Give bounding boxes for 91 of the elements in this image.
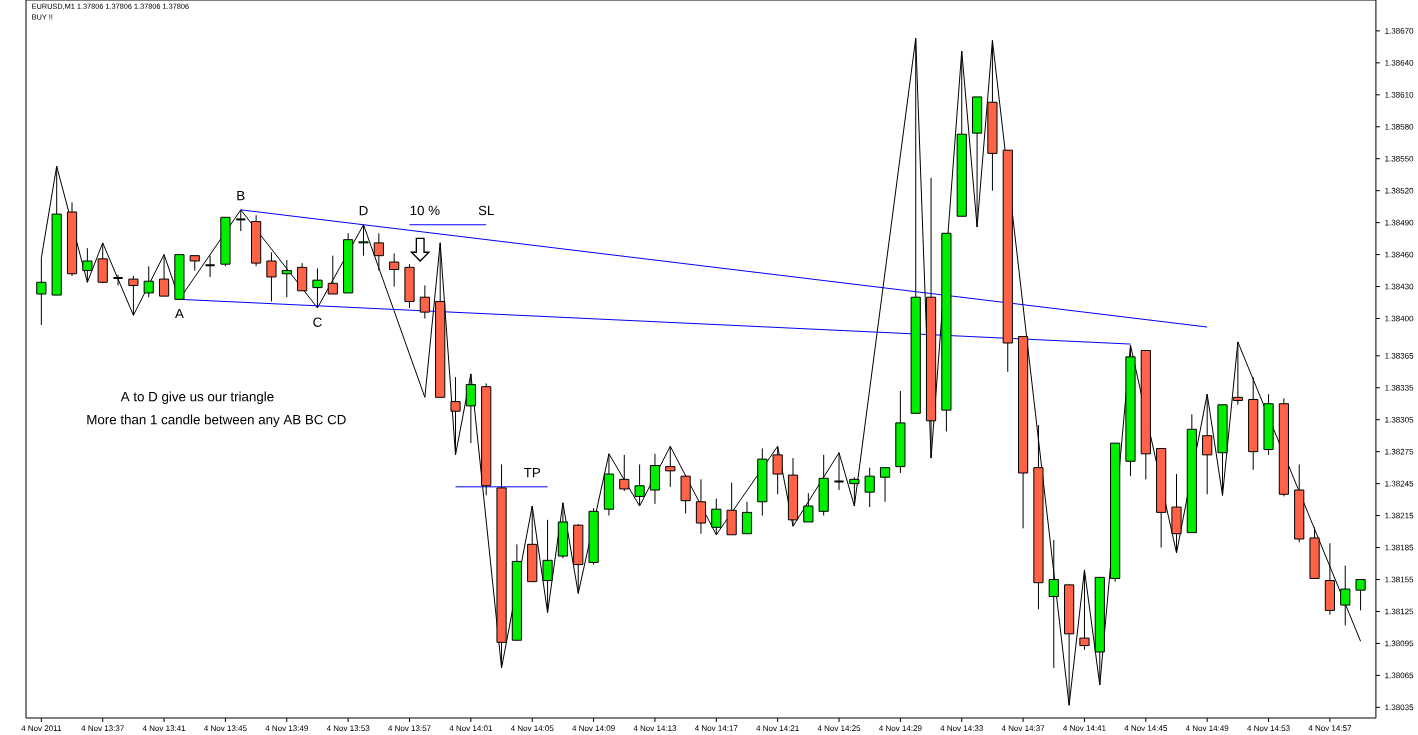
x-tick-label: 4 Nov 14:17 bbox=[694, 725, 738, 731]
candlestick bbox=[803, 492, 814, 523]
candlestick bbox=[1355, 579, 1366, 611]
candlestick bbox=[235, 209, 247, 232]
candlestick bbox=[849, 476, 860, 507]
x-tick-label: 4 Nov 14:13 bbox=[633, 725, 677, 732]
candlestick bbox=[327, 255, 338, 295]
candlestick bbox=[864, 467, 875, 508]
annotation: A to D give us our triangle bbox=[120, 391, 274, 404]
y-tick-label: 1.38185 bbox=[1385, 544, 1414, 551]
y-tick-label: 1.38400 bbox=[1385, 315, 1414, 322]
candlestick bbox=[1079, 569, 1090, 651]
x-tick-label: 4 Nov 14:45 bbox=[1124, 725, 1168, 731]
y-tick-label: 1.38550 bbox=[1385, 155, 1414, 162]
x-tick-label: 4 Nov 13:49 bbox=[265, 725, 308, 732]
x-tick-label: 4 Nov 14:57 bbox=[1308, 725, 1352, 731]
candlestick bbox=[772, 445, 783, 495]
candlestick bbox=[281, 259, 292, 298]
y-tick-label: 1.38580 bbox=[1385, 123, 1414, 130]
annotation: A bbox=[174, 308, 184, 319]
x-tick-label: 4 Nov 14:37 bbox=[1001, 725, 1045, 732]
x-tick-label: 4 Nov 13:45 bbox=[204, 725, 247, 732]
x-tick-label: 4 Nov 14:49 bbox=[1185, 725, 1229, 732]
annotation: SL bbox=[478, 205, 494, 216]
y-tick-label: 1.38490 bbox=[1385, 219, 1414, 226]
y-tick-label: 1.38125 bbox=[1385, 608, 1414, 615]
candlestick bbox=[695, 478, 707, 535]
candlestick bbox=[1048, 539, 1059, 669]
annotation: More than 1 candle between any AB BC CD bbox=[87, 414, 346, 427]
x-tick-label: 4 Nov 13:57 bbox=[388, 725, 431, 732]
candlestick bbox=[266, 251, 277, 302]
x-tick-label: 4 Nov 13:41 bbox=[142, 725, 186, 732]
candlestick bbox=[373, 232, 384, 272]
x-tick-label: 4 Nov 14:53 bbox=[1247, 725, 1290, 732]
x-tick-label: 4 Nov 14:05 bbox=[510, 725, 554, 732]
candlestick bbox=[634, 463, 645, 507]
y-tick-label: 1.38430 bbox=[1385, 283, 1414, 290]
x-tick-label: 4 Nov 14:25 bbox=[817, 725, 861, 732]
y-tick-label: 1.38275 bbox=[1385, 448, 1414, 455]
y-tick-label: 1.38520 bbox=[1385, 187, 1414, 194]
annotation: 10 % bbox=[410, 205, 440, 216]
x-tick-label: 4 Nov 13:53 bbox=[326, 725, 370, 732]
candlestick bbox=[1202, 393, 1213, 495]
candlestick bbox=[711, 498, 722, 536]
candlestick bbox=[312, 267, 323, 309]
candlestick bbox=[389, 253, 400, 288]
candlestick bbox=[665, 445, 676, 488]
y-tick-label: 1.38245 bbox=[1385, 480, 1414, 487]
annotation: D bbox=[359, 205, 368, 216]
y-tick-label: 1.38640 bbox=[1385, 60, 1414, 66]
annotation: TP bbox=[524, 468, 541, 478]
candlestick bbox=[204, 255, 216, 278]
y-tick-label: 1.38610 bbox=[1385, 91, 1414, 98]
candlestick bbox=[1232, 341, 1243, 406]
annotation: B bbox=[237, 191, 245, 201]
x-tick-label: 4 Nov 2011 bbox=[21, 725, 62, 732]
candlestick bbox=[112, 274, 124, 286]
candlestick bbox=[450, 376, 461, 456]
x-tick-label: 4 Nov 14:01 bbox=[449, 725, 493, 732]
y-tick-label: 1.38065 bbox=[1385, 672, 1414, 679]
annotation: C bbox=[313, 317, 322, 327]
x-tick-label: 4 Nov 14:09 bbox=[572, 725, 615, 732]
x-tick-label: 4 Nov 14:21 bbox=[756, 725, 799, 732]
candlestick bbox=[419, 284, 430, 320]
y-tick-label: 1.38365 bbox=[1385, 352, 1414, 359]
candlestick bbox=[82, 247, 93, 283]
candlestick bbox=[297, 262, 308, 292]
x-tick-label: 4 Nov 14:29 bbox=[879, 725, 922, 732]
candlestick bbox=[465, 373, 476, 444]
x-tick-label: 4 Nov 14:41 bbox=[1063, 725, 1106, 731]
candlestick bbox=[143, 265, 154, 298]
y-tick-label: 1.38460 bbox=[1385, 251, 1414, 258]
candlestick bbox=[1340, 565, 1351, 626]
candlestick bbox=[158, 254, 170, 297]
candlestick bbox=[833, 452, 845, 491]
y-tick-label: 1.38305 bbox=[1385, 416, 1414, 423]
y-tick-label: 1.38215 bbox=[1385, 512, 1414, 519]
x-tick-label: 4 Nov 14:33 bbox=[940, 725, 983, 732]
candlestick bbox=[128, 275, 139, 316]
candlestick bbox=[358, 224, 369, 257]
y-tick-label: 1.38035 bbox=[1385, 704, 1414, 711]
y-tick-label: 1.38155 bbox=[1385, 576, 1414, 583]
y-tick-label: 1.38670 bbox=[1385, 28, 1414, 34]
candlestick bbox=[542, 519, 553, 614]
x-tick-label: 4 Nov 13:37 bbox=[81, 725, 124, 732]
candlestick bbox=[97, 242, 108, 284]
y-tick-label: 1.38335 bbox=[1385, 384, 1414, 391]
y-tick-label: 1.38095 bbox=[1385, 640, 1414, 647]
candlestick bbox=[619, 454, 630, 492]
candlestick bbox=[879, 467, 891, 503]
candlestick bbox=[741, 501, 753, 535]
